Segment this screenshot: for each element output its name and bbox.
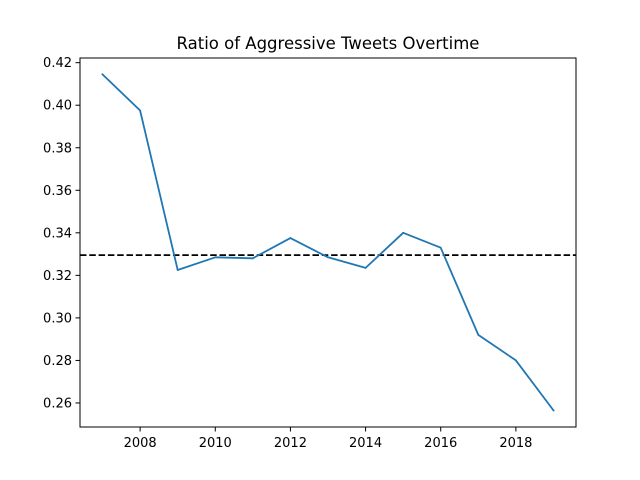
x-tick-label: 2010 xyxy=(199,436,232,451)
y-axis: 0.26 0.28 0.30 0.32 0.34 0.36 0.38 0.40 0.42 xyxy=(43,56,80,411)
y-tick-label: 0.36 xyxy=(43,184,72,199)
data-point xyxy=(289,237,292,240)
data-point xyxy=(101,73,104,76)
data-point xyxy=(327,256,329,259)
x-tick-label: 2008 xyxy=(124,436,157,451)
data-point xyxy=(439,246,442,249)
y-tick-label: 0.38 xyxy=(43,141,72,156)
data-point xyxy=(364,267,367,269)
x-tick-label: 2014 xyxy=(349,436,382,451)
x-axis: 2008 2010 2012 2014 2016 2018 xyxy=(124,427,532,451)
y-tick-label: 0.26 xyxy=(43,396,72,411)
x-tick-label: 2018 xyxy=(499,436,532,451)
data-point xyxy=(402,231,405,234)
data-point xyxy=(514,359,517,362)
y-tick-label: 0.30 xyxy=(43,311,72,326)
data-point xyxy=(139,109,142,112)
y-tick-label: 0.32 xyxy=(43,269,72,284)
y-tick-label: 0.40 xyxy=(43,99,72,114)
y-tick-label: 0.42 xyxy=(43,56,72,71)
chart-title: Ratio of Aggressive Tweets Overtime xyxy=(177,34,480,53)
data-point xyxy=(477,334,480,336)
data-point xyxy=(552,409,555,412)
data-point xyxy=(251,257,254,260)
plot-area-frame xyxy=(79,57,577,428)
y-tick-label: 0.34 xyxy=(43,226,72,241)
data-point xyxy=(176,269,179,271)
x-tick-label: 2012 xyxy=(274,436,307,451)
x-tick-label: 2016 xyxy=(424,436,457,451)
data-point xyxy=(214,256,217,259)
data-points xyxy=(101,73,555,412)
y-tick-label: 0.28 xyxy=(43,354,72,369)
